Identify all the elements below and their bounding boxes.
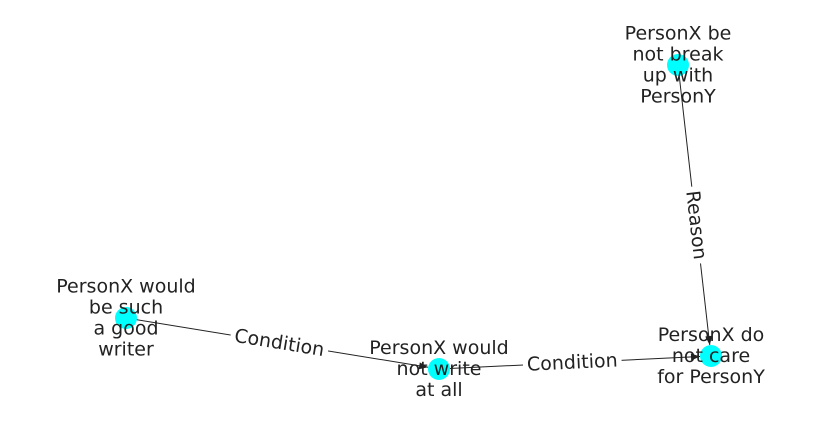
edge-e2-arrowhead bbox=[418, 362, 429, 370]
edge-label: Condition bbox=[233, 325, 326, 361]
node-label-line: PersonX do bbox=[658, 324, 765, 346]
node-label-line: at all bbox=[415, 379, 462, 401]
node-label-line: writer bbox=[98, 339, 154, 361]
node-n4-marker bbox=[700, 345, 722, 367]
node-label-line: up with bbox=[643, 65, 713, 87]
edge-label-background bbox=[522, 348, 623, 377]
edge-label: Condition bbox=[526, 349, 618, 375]
node-label-line: not write bbox=[397, 358, 482, 380]
node-label-line: be such bbox=[89, 297, 163, 319]
edge-label-background bbox=[679, 185, 713, 265]
edge-e3-label-group: Condition bbox=[522, 348, 623, 377]
node-label-line: not care bbox=[672, 345, 750, 367]
node-n3-label: PersonX would not write at all bbox=[369, 337, 508, 401]
node-label-line: for PersonY bbox=[657, 366, 765, 388]
edge-e2-label-group: Condition bbox=[228, 323, 330, 363]
edge-label: Reason bbox=[681, 189, 711, 260]
node-label-line: PersonX would bbox=[56, 276, 195, 298]
node-n2-marker bbox=[115, 307, 137, 329]
node-n2-label: PersonX would be such a good writer bbox=[56, 276, 195, 361]
node-n4-label: PersonX do not care for PersonY bbox=[657, 324, 765, 388]
node-n3-marker bbox=[428, 358, 450, 380]
node-label-line: PersonX would bbox=[369, 337, 508, 359]
edge-e3-arrowhead bbox=[690, 353, 701, 361]
labels-layer: Reason Condition Condition PersonX be not br… bbox=[56, 23, 765, 402]
nodes-layer bbox=[115, 54, 722, 380]
edge-label-background bbox=[228, 323, 330, 363]
node-n1-label: PersonX be not break up with PersonY bbox=[625, 23, 732, 108]
node-label-line: PersonX be bbox=[625, 23, 732, 45]
node-label-line: not break bbox=[633, 44, 724, 66]
node-label-line: PersonY bbox=[640, 86, 716, 108]
node-label-line: a good bbox=[93, 318, 158, 340]
edge-e1-arrowhead bbox=[705, 335, 713, 346]
node-n1-marker bbox=[667, 54, 689, 76]
edges-layer bbox=[125, 64, 713, 370]
edge-e1-label-group: Reason bbox=[679, 185, 713, 265]
